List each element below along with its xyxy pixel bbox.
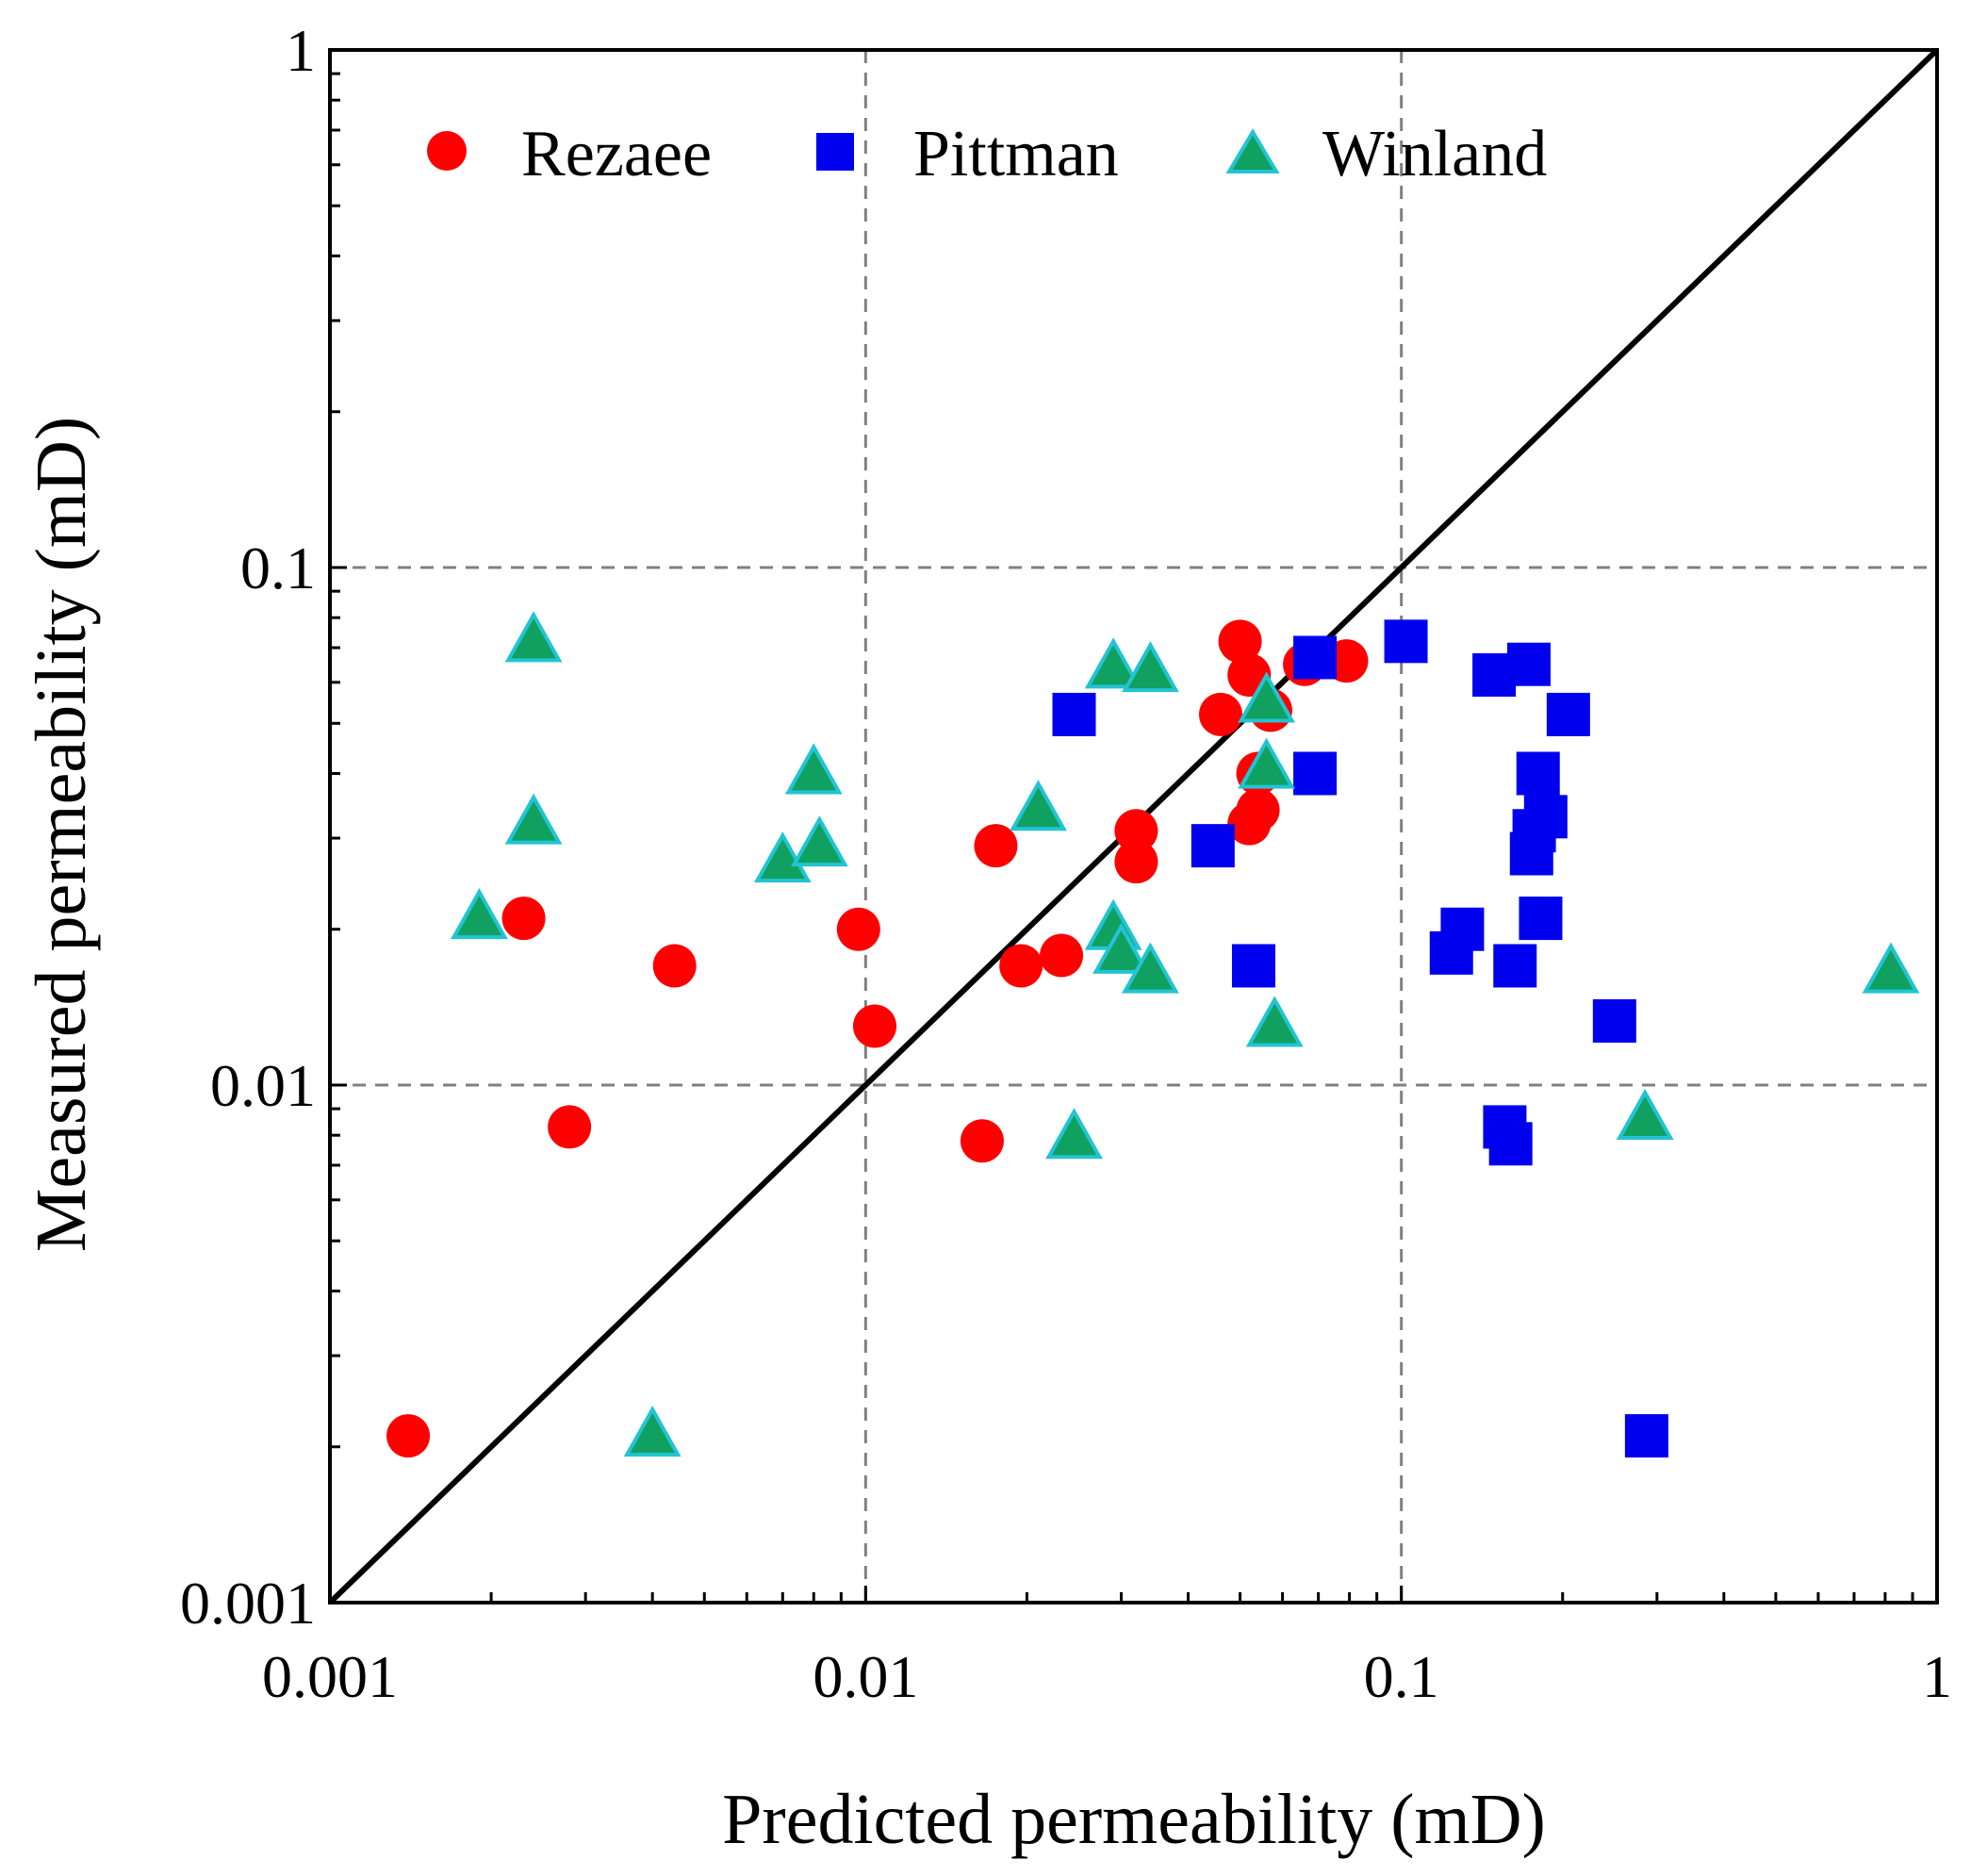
rezaee-point [1114,809,1158,853]
pittman-point [1624,1414,1668,1458]
y-tick-label: 1 [286,17,316,84]
winland-point [1616,1088,1674,1140]
x-tick-label: 0.01 [813,1643,918,1710]
plot-frame [328,48,1939,1604]
winland-point [1862,942,1920,994]
legend: Rezaee Pittman Winland [427,118,1547,190]
winland-point [1121,942,1179,994]
x-tick-label: 0.1 [1364,1643,1439,1710]
rezaee-point [501,897,546,941]
rezaee-point [1114,840,1158,884]
legend-pittman-label: Pittman [913,118,1119,190]
pittman-point [1191,824,1235,868]
x-axis-title: Predicted permeability (mD) [722,1780,1546,1859]
pittman-point [1293,635,1338,680]
winland-point [504,793,563,845]
rezaee-point [548,1105,592,1149]
legend-rezaee-label: Rezaee [521,118,712,190]
rezaee-point [386,1414,431,1458]
winland-point [784,743,843,795]
y-axis-title: Measured permeability (mD) [22,417,101,1252]
winland-point [451,888,508,940]
rezaee-point [652,944,697,988]
pittman-point [1546,692,1590,736]
winland-point [623,1406,682,1457]
winland-point [1092,922,1150,974]
winland-point [1010,780,1067,831]
grid-lines [330,50,1937,1603]
pittman-point [1440,907,1485,951]
pittman-point [1519,897,1563,941]
rezaee-point [1040,933,1084,978]
pittman-point [1506,642,1551,686]
winland-point [1238,737,1295,789]
y-tick-label: 0.001 [180,1570,316,1637]
winland-point [1238,671,1295,723]
x-tick-label: 1 [1922,1643,1952,1710]
winland-point [1045,1108,1103,1160]
pittman-point [1052,692,1096,736]
pittman-point [1231,944,1275,988]
winland-point [504,611,563,663]
legend-rezaee-marker [427,131,467,171]
rezaee-point [1236,788,1280,832]
data-points [386,611,1920,1458]
x-tick-label: 0.001 [262,1643,398,1710]
pittman-point [1293,751,1338,796]
legend-winland-marker [1225,128,1280,173]
pittman-point [1493,944,1537,988]
y-tick-label: 0.01 [210,1052,316,1119]
rezaee-point [960,1119,1004,1163]
pittman-point [1384,619,1428,664]
winland-point [753,831,812,883]
rezaee-point [974,824,1018,868]
x-tick-labels: 0.001 0.01 0.1 1 [262,1643,1952,1710]
pittman-point [1516,751,1560,796]
legend-winland-label: Winland [1322,118,1547,190]
y-tick-label: 0.1 [240,535,316,601]
pittman-point [1488,1122,1533,1166]
rezaee-point [999,944,1043,988]
pittman-point [1523,795,1568,839]
legend-pittman-marker [816,133,854,171]
winland-point [1084,637,1142,689]
winland-point [1121,641,1179,693]
rezaee-point [853,1004,897,1048]
winland-point [790,815,848,867]
pittman-point [1592,999,1636,1044]
winland-point [1245,996,1304,1047]
rezaee-point [1218,619,1262,664]
rezaee-point [836,907,880,951]
y-tick-labels: 0.001 0.01 0.1 1 [180,17,316,1637]
rezaee-point [1199,692,1243,736]
